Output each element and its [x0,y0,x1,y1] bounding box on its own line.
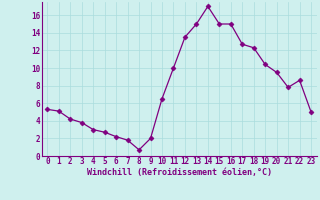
X-axis label: Windchill (Refroidissement éolien,°C): Windchill (Refroidissement éolien,°C) [87,168,272,177]
